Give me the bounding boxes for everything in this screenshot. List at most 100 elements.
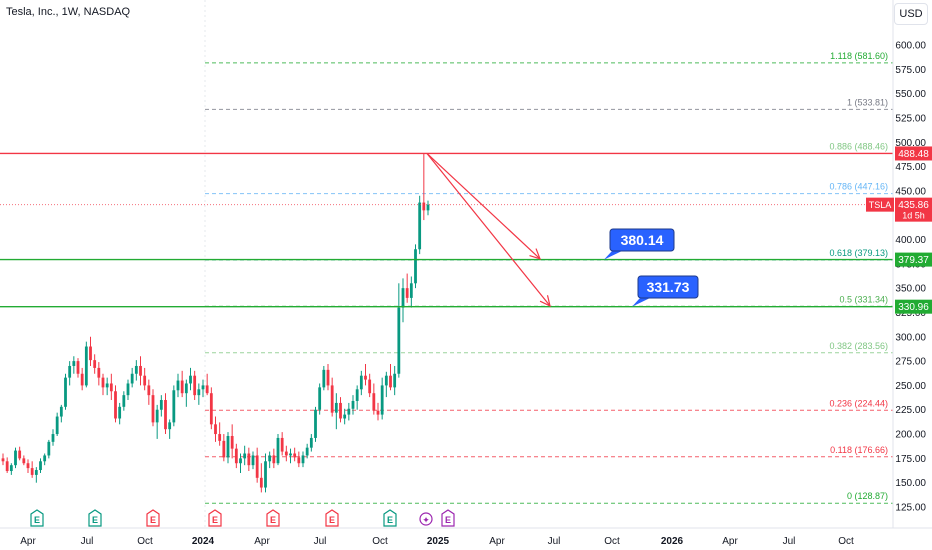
x-tick-label: 2024 [192,536,215,547]
y-tick-label: 150.00 [895,478,926,489]
candle-body [318,387,322,410]
candle-body [272,455,276,464]
candle-body [230,435,234,449]
candle-body [114,391,117,419]
candle-body [330,385,334,413]
price-badge [895,299,932,314]
candle-body [201,385,205,390]
candle-body [1,458,5,462]
earnings-marker [325,509,339,527]
target-callouts: 380.14 331.73 [604,228,699,307]
candle-body [76,361,80,374]
candle-body [93,360,97,368]
candle-body [414,249,417,284]
candle-body [5,461,9,472]
fib-level-label: 0.5 (331.34) [839,294,888,304]
y-tick-label: 550.00 [895,89,926,100]
candle-body [143,375,147,386]
last-price-label: 435.86 [898,200,929,211]
earnings-marker [146,509,160,527]
horizontal-lines [0,152,893,308]
y-tick-label: 225.00 [895,405,926,416]
candle-body [284,451,288,456]
arrowhead [539,295,551,308]
fib-level-label: 0.236 (224.44) [829,398,888,408]
candle-body [359,375,363,390]
candle-body [43,455,47,462]
candle-body [164,400,167,430]
candle-body [51,434,55,442]
x-tick-label: Oct [604,536,620,547]
symbol-badge-label: TSLA [869,200,892,210]
y-tick-label: 300.00 [895,332,926,343]
candle-body [376,410,380,415]
candle-body [405,288,409,298]
candle-body [418,202,422,250]
earnings-marker [208,509,222,527]
candle-body [384,375,388,386]
candle-body [247,453,251,466]
earnings-marker-label: E [445,515,451,525]
candle-body [151,395,155,423]
x-tick-label: 2026 [661,536,684,547]
candle-body [139,365,142,376]
candle-body [297,457,301,464]
candle-body [239,458,242,464]
y-tick-label: 275.00 [895,357,926,368]
y-tick-label: 400.00 [895,235,926,246]
candle-body [280,437,284,452]
candle-body [197,389,201,396]
candle-body [339,402,342,419]
candle-body [189,375,192,384]
price-badge [895,252,932,267]
candle-body [255,455,259,478]
earnings-marker [88,509,102,527]
candle-body [193,375,197,396]
earnings-marker-label: E [270,515,276,525]
candle-body [368,379,372,394]
x-tick-label: Jul [314,536,327,547]
y-tick-label: 250.00 [895,381,926,392]
currency-button[interactable]: USD [894,3,928,25]
candle-body [14,450,17,466]
candle-body [389,375,392,388]
candle-body [68,365,72,378]
candle-body [126,383,130,396]
candle-body [409,283,413,298]
candle-body [226,435,230,458]
candle-body [351,400,355,409]
candle-body [314,409,317,438]
price-badge [895,146,932,161]
candle-body [176,380,180,391]
candle-body [426,204,430,211]
earnings-marker-label: E [387,515,393,525]
x-tick-label: Oct [372,536,388,547]
candle-body [401,288,405,308]
candle-body [301,455,305,464]
candle-body [251,455,255,466]
candle-body [322,369,326,388]
y-tick-label: 350.00 [895,284,926,295]
chart-title: Tesla, Inc., 1W, NASDAQ [6,6,131,18]
candle-body [268,455,272,462]
callout-pointer [632,298,650,307]
candle-body [101,377,105,388]
y-tick-label: 450.00 [895,186,926,197]
fib-level-label: 0.118 (176.66) [830,445,888,455]
candle-body [393,373,397,388]
projection-arrow-line [426,153,541,260]
y-tick-label: 125.00 [895,503,926,514]
x-tick-label: Jul [548,536,561,547]
candle-body [9,465,13,472]
candle-body [180,380,184,394]
candle-body [122,395,126,407]
candlestick-series [1,153,430,493]
candle-body [397,307,401,374]
target-callout [637,275,699,299]
x-tick-label: Jul [783,536,796,547]
candle-body [334,402,338,413]
candle-body [422,202,426,211]
countdown-label: 1d 5h [902,211,925,221]
candle-body [209,393,213,425]
